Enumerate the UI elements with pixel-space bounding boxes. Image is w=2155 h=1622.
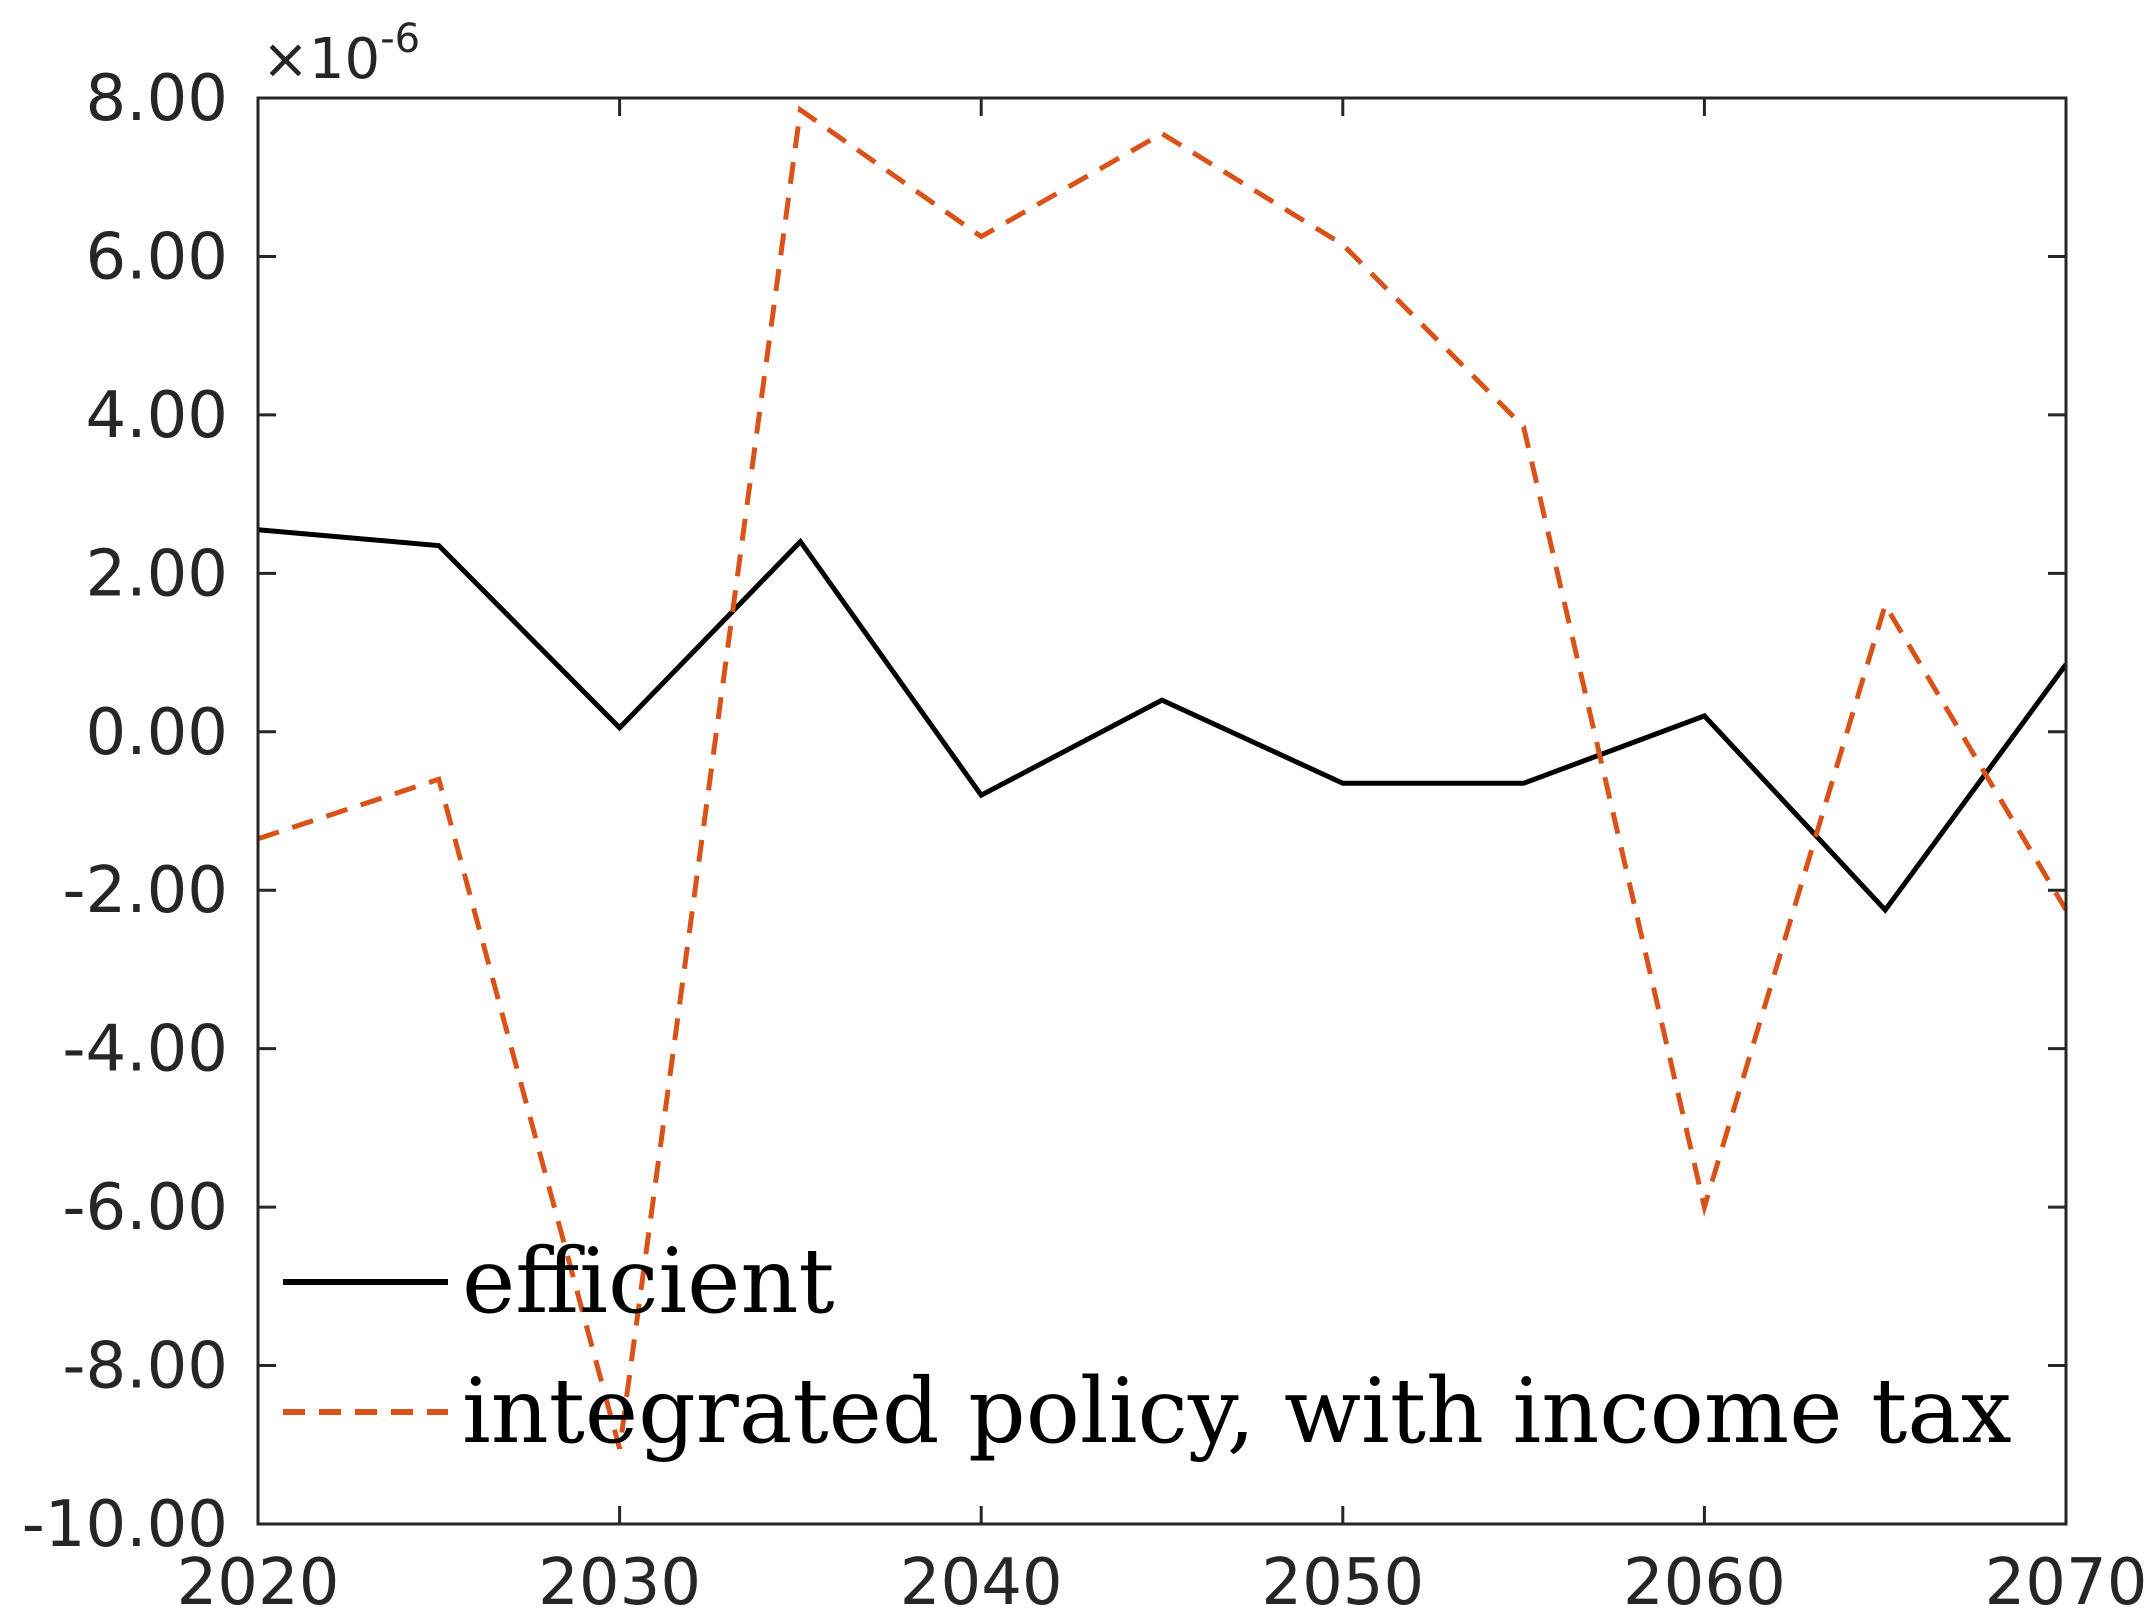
y-tick-label: -4.00 — [62, 1013, 228, 1087]
x-tick-label: 2040 — [900, 1546, 1063, 1620]
legend-label-efficient: efficient — [462, 1229, 835, 1334]
y-tick-label: 6.00 — [86, 220, 229, 294]
legend-label-integrated: integrated policy, with income tax — [462, 1359, 2012, 1464]
series-line-integrated-policy — [257, 105, 2069, 1450]
series-layer — [257, 105, 2069, 1450]
y-tick-label: -8.00 — [62, 1330, 228, 1404]
y-exponent-prefix: ×10 — [262, 27, 380, 92]
x-tick-labels: 2020 2030 2040 2050 2060 2070 — [177, 1546, 2148, 1620]
y-tick-labels: 8.00 6.00 4.00 2.00 0.00 -2.00 -4.00 -6.00 -8.00… — [22, 62, 228, 1562]
series-line-efficient — [257, 527, 2069, 914]
x-tick-label: 2020 — [177, 1546, 340, 1620]
legend: efficient integrated policy, with income… — [283, 1229, 2012, 1464]
plot-background — [258, 98, 2066, 1524]
y-tick-label: 4.00 — [86, 379, 229, 453]
y-exponent-power: -6 — [380, 16, 420, 62]
x-tick-label: 2060 — [1623, 1546, 1786, 1620]
y-tick-label: -2.00 — [62, 854, 228, 928]
y-tick-label: -6.00 — [62, 1171, 228, 1245]
x-tick-label: 2070 — [1985, 1546, 2148, 1620]
y-axis-exponent: ×10-6 — [262, 16, 420, 92]
y-tick-label: 0.00 — [86, 696, 229, 770]
x-tick-label: 2050 — [1261, 1546, 1424, 1620]
y-tick-label: 8.00 — [86, 62, 229, 136]
y-tick-label: 2.00 — [86, 537, 229, 611]
plot-area-frame — [256, 96, 2068, 1526]
x-tick-label: 2030 — [538, 1546, 701, 1620]
y-tick-label: -10.00 — [22, 1488, 228, 1562]
